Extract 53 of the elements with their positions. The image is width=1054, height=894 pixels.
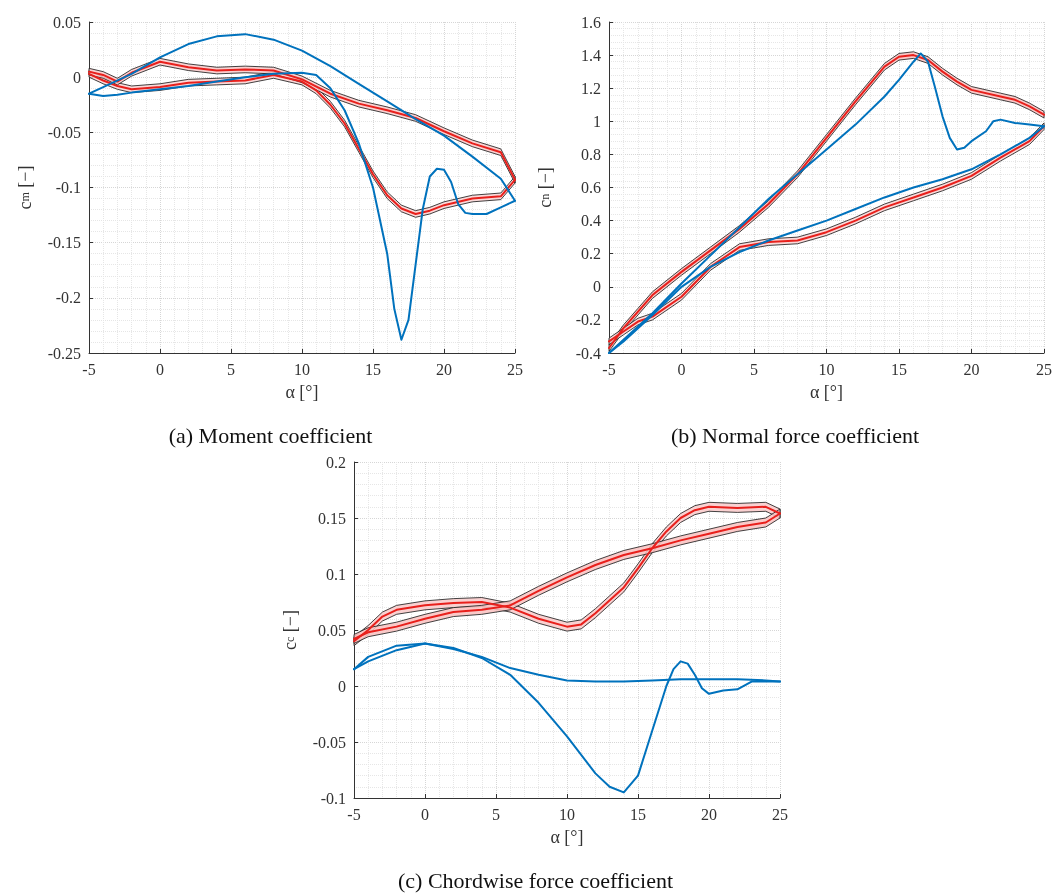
y-tick-label: 0.2 xyxy=(581,245,601,263)
y-tick-label: -0.2 xyxy=(55,289,81,307)
text: (b) Normal force coefficient xyxy=(670,422,920,448)
x-tick-label: 20 xyxy=(436,360,452,378)
y-tick-label: 0 xyxy=(338,677,346,695)
y-tick-label: 1.2 xyxy=(581,79,601,97)
y-tick-label: 0.6 xyxy=(581,179,601,196)
x-tick-label: 25 xyxy=(507,360,523,378)
y-tick-label: -0.05 xyxy=(47,123,81,141)
x-tick-label: 5 xyxy=(227,360,235,378)
y-tick-label: -0.15 xyxy=(47,234,81,252)
x-tick-label: 0 xyxy=(677,360,686,378)
y-tick-label: -0.2 xyxy=(575,311,601,329)
x-tick-label: 15 xyxy=(630,805,646,823)
x-tick-label: 5 xyxy=(492,805,500,823)
y-tick-label: 1.6 xyxy=(581,13,601,31)
x-tick-label: -5 xyxy=(82,360,96,378)
y-tick-label: -0.1 xyxy=(320,789,346,807)
y-tick-label: -0.4 xyxy=(575,344,601,362)
y-tick-label: -0.25 xyxy=(47,344,81,362)
x-tick-label: -5 xyxy=(602,360,616,378)
x-tick-label: 5 xyxy=(750,360,758,378)
text: (c) Chordwise force coefficient xyxy=(397,867,674,893)
y-tick-label: 1 xyxy=(593,112,601,130)
x-axis-title: α [°] xyxy=(285,382,319,402)
x-tick-label: 10 xyxy=(818,360,835,378)
y-tick-label: 0.8 xyxy=(581,145,601,163)
x-tick-label: 15 xyxy=(891,360,907,378)
y-tick-label: 0 xyxy=(73,68,81,86)
y-tick-label: 0.4 xyxy=(581,212,601,230)
x-tick-label: 25 xyxy=(1036,360,1052,378)
y-tick-label: 0.15 xyxy=(318,509,346,527)
x-tick-label: 10 xyxy=(294,360,310,378)
y-tick-label: 0.05 xyxy=(318,621,346,639)
x-axis-title: α [°] xyxy=(550,827,584,847)
x-tick-label: -5 xyxy=(347,805,361,823)
y-tick-label: 0 xyxy=(593,278,601,296)
x-tick-label: 0 xyxy=(156,360,164,378)
x-axis-title: α [°] xyxy=(809,382,844,402)
y-tick-label: 1.4 xyxy=(581,46,601,64)
y-tick-label: -0.05 xyxy=(312,733,346,751)
text: (a) Moment coefficient xyxy=(168,422,373,448)
y-tick-label: -0.1 xyxy=(55,179,81,196)
x-tick-label: 15 xyxy=(365,360,381,378)
y-tick-label: 0.1 xyxy=(326,565,346,583)
x-tick-label: 20 xyxy=(701,805,717,823)
y-tick-label: 0.2 xyxy=(326,453,346,471)
y-axis-title: cm [−] xyxy=(15,165,35,210)
x-tick-label: 20 xyxy=(963,360,980,378)
y-tick-label: 0.05 xyxy=(53,13,81,31)
x-tick-label: 25 xyxy=(772,805,788,823)
x-tick-label: 0 xyxy=(421,805,429,823)
x-tick-label: 10 xyxy=(559,805,575,823)
